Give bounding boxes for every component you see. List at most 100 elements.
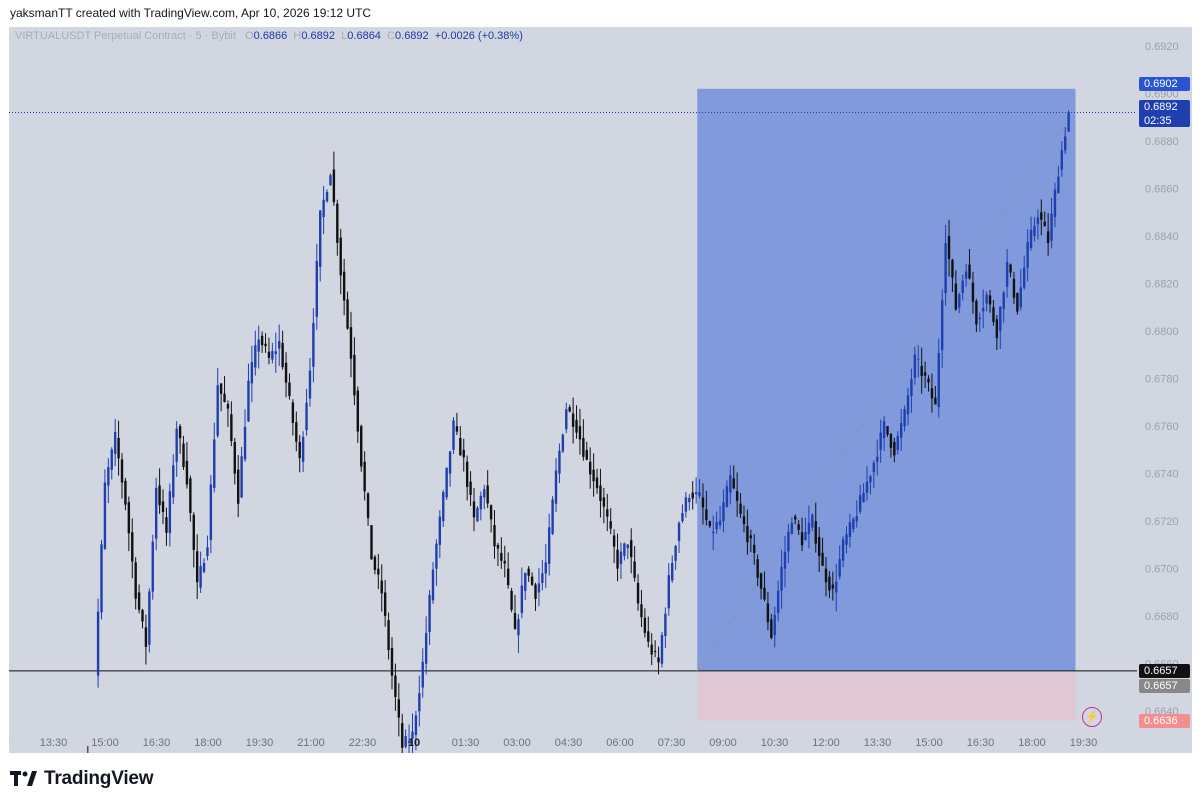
candle-body (195, 551, 199, 583)
candle-body (1005, 261, 1009, 287)
lightning-bolt-icon[interactable]: ⚡ (1082, 707, 1102, 727)
candle-body (889, 434, 893, 448)
candle-body (137, 592, 141, 610)
candle-body (681, 513, 684, 522)
candle-body (544, 562, 547, 574)
candle-body (397, 699, 401, 718)
candle-body (448, 451, 452, 474)
x-axis-tick-label: 01:30 (452, 737, 480, 749)
candle-body (732, 478, 735, 489)
candle-body (455, 426, 459, 432)
candle-body (602, 497, 606, 507)
candle-body (353, 354, 356, 396)
legend-low: 0.6864 (347, 30, 381, 42)
candle-body (1057, 176, 1060, 194)
candle-body (401, 723, 404, 748)
legend-close-label: C (387, 30, 396, 42)
candle-body (295, 422, 298, 442)
x-axis-tick-label: 21:00 (297, 737, 325, 749)
candle-body (773, 614, 776, 636)
candle-body (319, 210, 322, 267)
candle-body (216, 385, 219, 436)
x-axis-tick-label: 10 (408, 737, 420, 749)
candle-body (342, 271, 346, 301)
candle-body (414, 715, 418, 735)
candle-body (599, 485, 602, 501)
candle-body (366, 493, 370, 519)
candle-body (759, 573, 763, 589)
candle-body (110, 449, 113, 470)
candle-body (964, 271, 968, 279)
candle-body (134, 562, 137, 599)
x-axis-tick-label: 15:00 (91, 737, 119, 749)
candle-body (96, 611, 100, 676)
candle-body (920, 365, 923, 377)
candle-body (493, 525, 496, 547)
bar-countdown: 02:35 (1144, 115, 1172, 127)
candle-body (527, 568, 530, 576)
candle-body (329, 175, 332, 186)
candle-body (677, 522, 681, 541)
candle-body (674, 545, 677, 561)
x-axis-tick-label: :00 (9, 737, 10, 749)
candle-body (428, 595, 431, 633)
candle-body (787, 531, 790, 552)
candle-body (995, 319, 999, 339)
candle-body (534, 584, 537, 599)
candle-body (185, 460, 189, 485)
legend-symbol[interactable]: VIRTUALUSDT Perpetual Contract · 5 · Byb… (15, 30, 236, 42)
candle-body (496, 544, 500, 549)
candle-body (271, 350, 274, 360)
y-axis-tick-label: 0.6760 (1145, 421, 1179, 433)
candle-body (476, 507, 479, 522)
legend-low-label: L (341, 30, 348, 42)
candle-body (985, 294, 988, 304)
candle-body (291, 402, 295, 423)
x-axis-tick-label: 13:30 (864, 737, 892, 749)
x-axis-tick-label: 12:00 (812, 737, 840, 749)
candle-body (301, 436, 305, 462)
candle-body (1050, 213, 1053, 241)
candle-body (630, 540, 633, 558)
x-axis-tick-label: 06:00 (606, 737, 634, 749)
candle-body (1019, 287, 1022, 308)
chart-canvas[interactable]: 0.6920 0.6900 0.6880 0.6860 0.6840 0.6820 0.68… (9, 27, 1192, 753)
candle-body (575, 419, 578, 433)
candle-body (828, 576, 831, 591)
tradingview-brand[interactable]: TradingView (10, 768, 154, 790)
candle-body (411, 731, 414, 739)
candle-body (158, 485, 161, 506)
candle-body (660, 634, 664, 664)
candle-body (541, 573, 544, 583)
candle-body (640, 604, 643, 618)
candle-body (1026, 242, 1029, 268)
x-axis-tick-label: 18:00 (1018, 737, 1046, 749)
candle-body (872, 462, 876, 473)
legend-change: +0.0026 (+0.38%) (434, 30, 523, 42)
candle-body (749, 535, 753, 539)
candle-body (694, 492, 698, 495)
candle-body (896, 435, 899, 450)
candle-body (841, 539, 845, 561)
candle-body (735, 491, 739, 501)
candle-body (260, 335, 264, 346)
candle-body (438, 516, 442, 545)
candle-body (831, 584, 835, 589)
candle-body (537, 583, 541, 593)
candle-body (192, 514, 195, 550)
candle-body (213, 439, 216, 488)
candle-body (254, 345, 257, 368)
candle-body (756, 559, 759, 578)
y-axis-tick-label: 0.6860 (1145, 184, 1179, 196)
candle-body (308, 370, 312, 399)
candle-body (100, 544, 103, 613)
y-axis-tick-label: 0.6880 (1145, 136, 1179, 148)
chart-pane[interactable]: 0.6920 0.6900 0.6880 0.6860 0.6840 0.6820 0.68… (9, 27, 1192, 753)
candle-body (356, 390, 360, 432)
candle-body (243, 426, 247, 460)
candle-body (715, 521, 718, 530)
candle-body (165, 517, 168, 533)
candle-body (708, 521, 712, 526)
tradingview-logo-icon (10, 771, 37, 786)
x-axis-tick-label: 18:00 (194, 737, 222, 749)
